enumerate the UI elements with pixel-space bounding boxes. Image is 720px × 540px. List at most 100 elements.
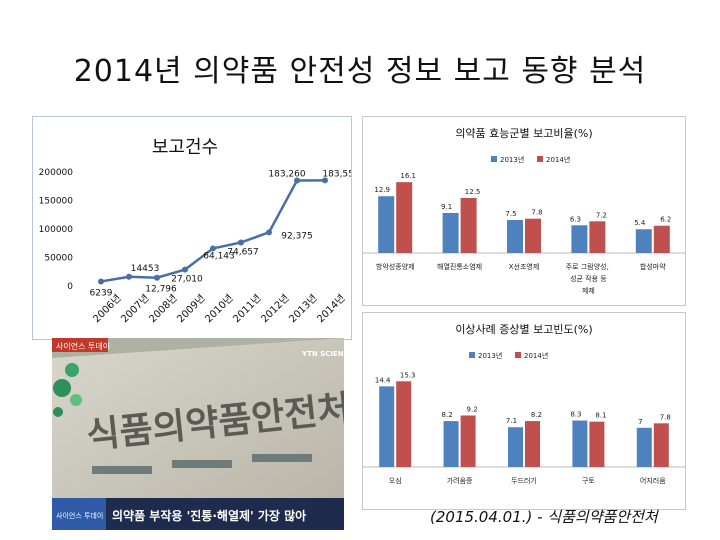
news-photo: 식품의약품안전처 사이언스 투데이 YTN SCIENCE 사이언스 투데이 의… — [52, 338, 354, 530]
bar — [508, 427, 523, 467]
bar — [396, 381, 412, 467]
data-label: 8.3 — [570, 411, 581, 419]
y-axis: 0 50000 100000 150000 200000 — [39, 168, 74, 292]
bar — [460, 198, 477, 253]
report-count-chart-panel: 보고건수 0 50000 100000 150000 200000 6239 14453 1… — [32, 116, 360, 340]
page-title: 2014년 의약품 안전성 정보 보고 동향 분석 — [73, 54, 647, 89]
plot-area: 12.9 16.1 항악성종양제 9.1 12.5 해열진통소염제 7.5 7.8 X선조영제 6… — [363, 172, 685, 295]
program-badge: 사이언스 투데이 — [56, 341, 110, 351]
data-label: 92,375 — [281, 231, 313, 241]
news-photo-image: 식품의약품안전처 사이언스 투데이 YTN SCIENCE 사이언스 투데이 의… — [52, 338, 354, 530]
x-tick-label: 2012년 — [259, 292, 292, 325]
data-label: 8.1 — [595, 412, 606, 420]
legend: 2013년 2014년 — [469, 351, 548, 360]
data-label: 74,657 — [227, 247, 259, 257]
source-caption: (2015.04.01.) - 식품의약품안전처 — [430, 508, 658, 526]
chart-title: 의약품 효능군별 보고비율(%) — [455, 126, 592, 140]
windows — [92, 454, 312, 474]
bar — [572, 420, 588, 467]
data-point — [266, 229, 272, 236]
bar — [460, 415, 476, 467]
category-label: X선조영제 — [509, 262, 540, 271]
data-label: 16.1 — [400, 172, 416, 180]
data-label: 9.1 — [441, 203, 452, 211]
bar — [589, 421, 605, 467]
category-label: 가려움증 — [447, 476, 473, 485]
chart-title: 이상사례 증상별 보고빈도(%) — [455, 323, 592, 336]
bar — [589, 221, 606, 253]
data-label: 7.1 — [506, 417, 517, 425]
x-tick-label: 2008년 — [147, 292, 180, 325]
data-point — [238, 239, 244, 246]
legend-swatch — [469, 352, 475, 358]
x-tick-label: 2011년 — [231, 292, 264, 325]
building-logo — [53, 363, 82, 417]
legend-label: 2013년 — [478, 351, 502, 360]
bar — [443, 421, 459, 467]
legend-swatch — [515, 352, 521, 358]
data-label: 27,010 — [171, 275, 203, 285]
data-label: 7.8 — [531, 209, 542, 217]
data-label: 7.8 — [660, 413, 671, 421]
data-label: 7.2 — [596, 211, 607, 219]
y-tick-label: 200000 — [39, 168, 74, 178]
bar — [396, 182, 413, 253]
data-point — [126, 273, 132, 280]
y-tick-label: 50000 — [44, 254, 73, 264]
category-label: 해열진통소염제 — [437, 262, 482, 271]
data-label: 8.2 — [531, 411, 542, 419]
x-tick-label: 2014년 — [315, 292, 348, 325]
data-label: 12.5 — [465, 188, 481, 196]
legend-swatch — [491, 156, 497, 162]
category-label: 합성마약 — [640, 262, 666, 271]
data-label: 9.2 — [467, 405, 478, 413]
bar — [653, 423, 669, 467]
category-label: 어지러움 — [640, 476, 666, 485]
category-label: 구토 — [582, 477, 595, 485]
data-label: 14453 — [131, 264, 160, 274]
data-label: 6239 — [90, 288, 113, 298]
symptom-bar-chart: 이상사례 증상별 보고빈도(%) 2013년 2014년 14.4 15.3 오심 8.… — [363, 323, 685, 485]
data-label: 64,143 — [203, 251, 235, 261]
x-tick-label: 2013년 — [287, 292, 320, 325]
data-label: 8.2 — [442, 411, 453, 419]
data-label: 7 — [638, 418, 642, 426]
legend-label: 2014년 — [524, 351, 548, 360]
data-point — [322, 177, 328, 184]
report-count-line-chart: 보고건수 0 50000 100000 150000 200000 6239 14453 1… — [39, 137, 360, 325]
data-point — [294, 177, 300, 184]
x-tick-label: 2007년 — [119, 292, 152, 325]
drug-class-bar-chart: 의약품 효능군별 보고비율(%) 2013년 2014년 12.9 16.1 항악성종… — [363, 126, 685, 295]
x-tick-label: 2009년 — [175, 292, 208, 325]
data-point — [98, 278, 104, 285]
x-tick-label: 2010년 — [203, 292, 236, 325]
bar — [571, 225, 588, 253]
symptom-frequency-chart-panel: 이상사례 증상별 보고빈도(%) 2013년 2014년 14.4 15.3 오심 8.… — [362, 312, 686, 510]
data-label: 15.3 — [400, 371, 416, 379]
legend-label: 2013년 — [500, 155, 524, 164]
bar — [379, 386, 395, 467]
legend-swatch — [537, 156, 543, 162]
category-label: 항악성종양제 — [376, 262, 415, 271]
bar — [525, 218, 541, 253]
data-label: 183,554 — [322, 169, 351, 179]
bar — [378, 196, 395, 253]
ticker-badge: 사이언스 투데이 — [56, 511, 103, 520]
plot-area: 14.4 15.3 오심 8.2 9.2 가려움증 7.1 8.2 두드러기 8.3 8.1 구토 7 7… — [363, 371, 685, 485]
y-tick-label: 100000 — [39, 225, 74, 235]
bar — [636, 427, 652, 467]
y-tick-label: 150000 — [39, 197, 74, 207]
data-point — [210, 245, 216, 252]
bar — [653, 225, 670, 253]
x-axis: 2006년2007년2008년2009년2010년2011년2012년2013년… — [91, 292, 348, 325]
legend-label: 2014년 — [546, 155, 570, 164]
category-label: 오심 — [389, 476, 402, 485]
channel-logo: YTN SCIENCE — [301, 350, 344, 358]
y-tick-label: 0 — [67, 282, 73, 292]
data-point — [182, 266, 188, 273]
bar — [525, 421, 540, 467]
data-label: 5.4 — [634, 219, 646, 227]
category-label: 두드러기 — [511, 476, 537, 485]
data-label: 14.4 — [375, 376, 391, 384]
bar — [442, 212, 459, 253]
